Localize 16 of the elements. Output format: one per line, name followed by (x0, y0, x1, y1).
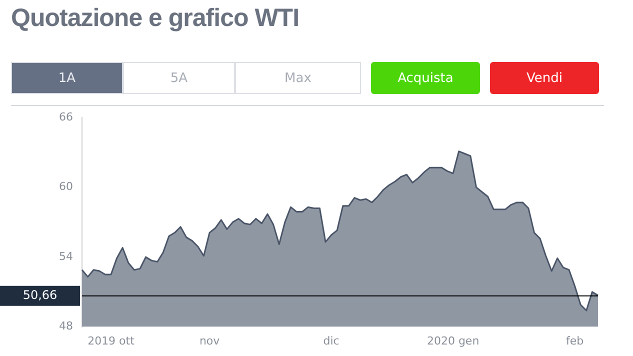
x-tick-label: feb (566, 334, 584, 348)
chart-title: Quotazione e grafico WTI (11, 4, 300, 33)
y-tick-label: 66 (59, 110, 73, 124)
x-tick-label: 2020 gen (426, 334, 480, 348)
text: Vendi (490, 62, 599, 94)
text: 1A (11, 62, 123, 94)
x-tick-label: dic (323, 334, 340, 348)
x-tick-label: 2019 ott (88, 334, 136, 348)
text: Max (235, 62, 361, 94)
y-tick-label: 60 (59, 180, 73, 194)
y-tick-label: 48 (59, 320, 73, 333)
text: Acquista (371, 62, 480, 94)
x-tick-label: nov (199, 334, 220, 348)
ref-line-label: 50,66 (22, 288, 58, 302)
y-tick-label: 54 (59, 250, 73, 263)
text: 5A (123, 62, 235, 94)
